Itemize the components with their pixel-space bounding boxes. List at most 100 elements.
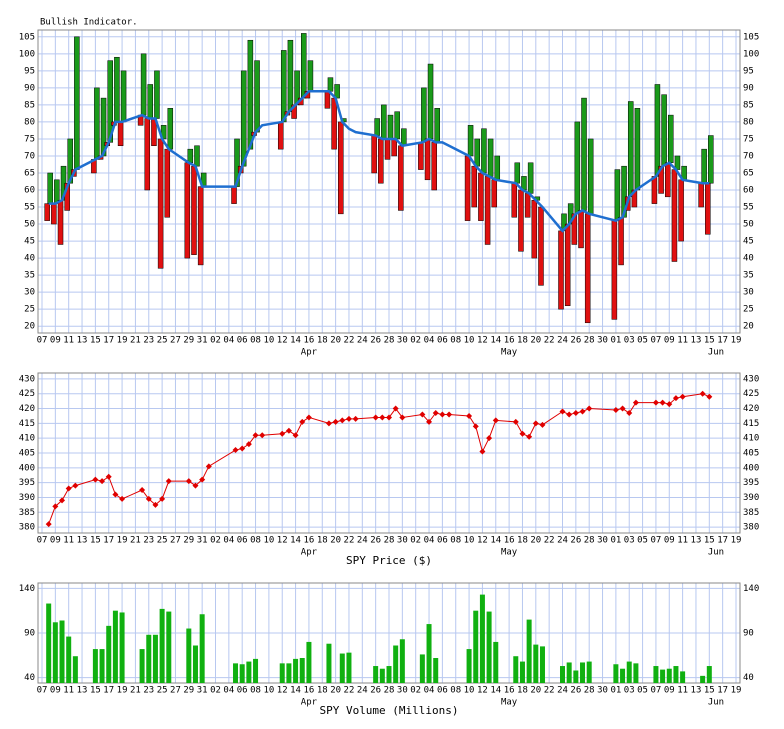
x-tick-label: 02 — [410, 686, 421, 696]
month-label: Apr — [301, 348, 318, 358]
volume-bar — [426, 624, 432, 683]
bear-bar — [144, 118, 151, 191]
volume-bar — [326, 643, 332, 683]
x-tick-label: 04 — [223, 336, 234, 346]
y-tick-label-right: 25 — [743, 305, 754, 315]
x-tick-label: 15 — [90, 336, 101, 346]
bull-bar — [194, 145, 200, 167]
volume-bar — [653, 666, 659, 683]
x-tick-label: 12 — [277, 336, 288, 346]
bull-bar — [374, 118, 380, 136]
price-marker — [65, 485, 72, 492]
bear-bar — [277, 121, 284, 150]
volume-bar — [239, 664, 245, 683]
bull-bar — [514, 162, 521, 184]
y-tick-label: 95 — [24, 66, 35, 76]
bull-bar — [494, 155, 501, 181]
price-marker — [659, 399, 666, 406]
x-tick-label: 22 — [544, 536, 555, 546]
volume-bar — [386, 666, 392, 683]
x-tick-label: 08 — [250, 536, 261, 546]
bear-bar — [671, 169, 678, 262]
x-tick-label: 10 — [263, 536, 274, 546]
bull-bar — [74, 36, 80, 170]
bear-bar — [618, 216, 624, 266]
volume-bar — [493, 641, 499, 683]
price-marker — [439, 411, 446, 418]
y-tick-label-right: 410 — [743, 434, 759, 444]
x-tick-label: 15 — [90, 536, 101, 546]
y-tick-label-right: 90 — [743, 629, 754, 639]
price-marker — [325, 420, 332, 427]
x-tick-label: 27 — [170, 536, 181, 546]
x-tick-label: 15 — [704, 536, 715, 546]
volume-bar — [513, 656, 519, 683]
y-tick-label-right: 390 — [743, 493, 759, 503]
x-tick-label: 07 — [37, 536, 48, 546]
y-tick-label-right: 80 — [743, 117, 754, 127]
bull-bar — [614, 169, 621, 221]
x-tick-label: 26 — [570, 536, 581, 546]
x-tick-label: 04 — [223, 686, 234, 696]
x-tick-label: 14 — [490, 536, 501, 546]
bear-bar — [378, 138, 384, 184]
volume-bar — [152, 634, 158, 683]
price-marker — [626, 410, 633, 416]
price-marker — [145, 495, 152, 502]
y-tick-label: 90 — [24, 629, 35, 639]
bear-bar — [611, 220, 618, 320]
volume-bar — [233, 663, 239, 683]
price-marker — [352, 415, 359, 422]
y-tick-label: 35 — [24, 271, 35, 281]
x-tick-label: 18 — [317, 336, 328, 346]
x-tick-label: 20 — [330, 336, 341, 346]
x-tick-label: 17 — [717, 686, 728, 696]
y-tick-label-right: 105 — [743, 32, 759, 42]
x-axis-title: SPY Volume (Millions) — [319, 704, 458, 717]
x-tick-label: 17 — [103, 336, 114, 346]
plot-frame — [37, 372, 741, 534]
x-tick-label: 12 — [477, 686, 488, 696]
y-tick-label: 50 — [24, 220, 35, 230]
volume-bar — [192, 645, 198, 683]
volume-bar — [46, 603, 52, 683]
volume-bar — [99, 649, 105, 683]
x-tick-label: 09 — [664, 536, 675, 546]
x-tick-label: 25 — [157, 536, 168, 546]
bear-bar — [478, 172, 484, 221]
price-marker — [666, 401, 673, 408]
volume-bar — [580, 662, 586, 683]
volume-bar — [186, 628, 192, 683]
volume-bar — [373, 666, 379, 683]
bull-bar — [240, 70, 247, 167]
volume-bar — [299, 658, 305, 683]
y-tick-label: 395 — [19, 478, 35, 488]
y-tick-label-right: 425 — [743, 389, 759, 399]
x-tick-label: 06 — [437, 336, 448, 346]
x-tick-label: 10 — [464, 336, 475, 346]
x-tick-label: 03 — [624, 686, 635, 696]
x-tick-label: 09 — [50, 336, 61, 346]
volume-bar — [566, 662, 572, 683]
x-tick-label: 17 — [103, 536, 114, 546]
volume-bar — [526, 619, 532, 683]
x-tick-label: 16 — [504, 336, 515, 346]
volume-bar — [700, 675, 706, 683]
bear-bar — [431, 142, 437, 191]
x-tick-label: 16 — [504, 536, 515, 546]
x-tick-label: 03 — [624, 536, 635, 546]
bear-bar — [191, 165, 197, 255]
bear-bar — [484, 176, 491, 245]
volume-bar — [399, 639, 405, 683]
x-tick-label: 15 — [704, 686, 715, 696]
bear-bar — [705, 182, 711, 235]
bear-bar — [464, 155, 471, 221]
price-marker — [699, 390, 706, 397]
x-tick-label: 06 — [437, 686, 448, 696]
y-tick-label: 70 — [24, 151, 35, 161]
bull-bar — [674, 155, 681, 170]
price-marker — [472, 423, 479, 430]
x-tick-label: 04 — [424, 686, 435, 696]
price-marker — [586, 405, 593, 412]
bear-bar — [698, 182, 704, 208]
